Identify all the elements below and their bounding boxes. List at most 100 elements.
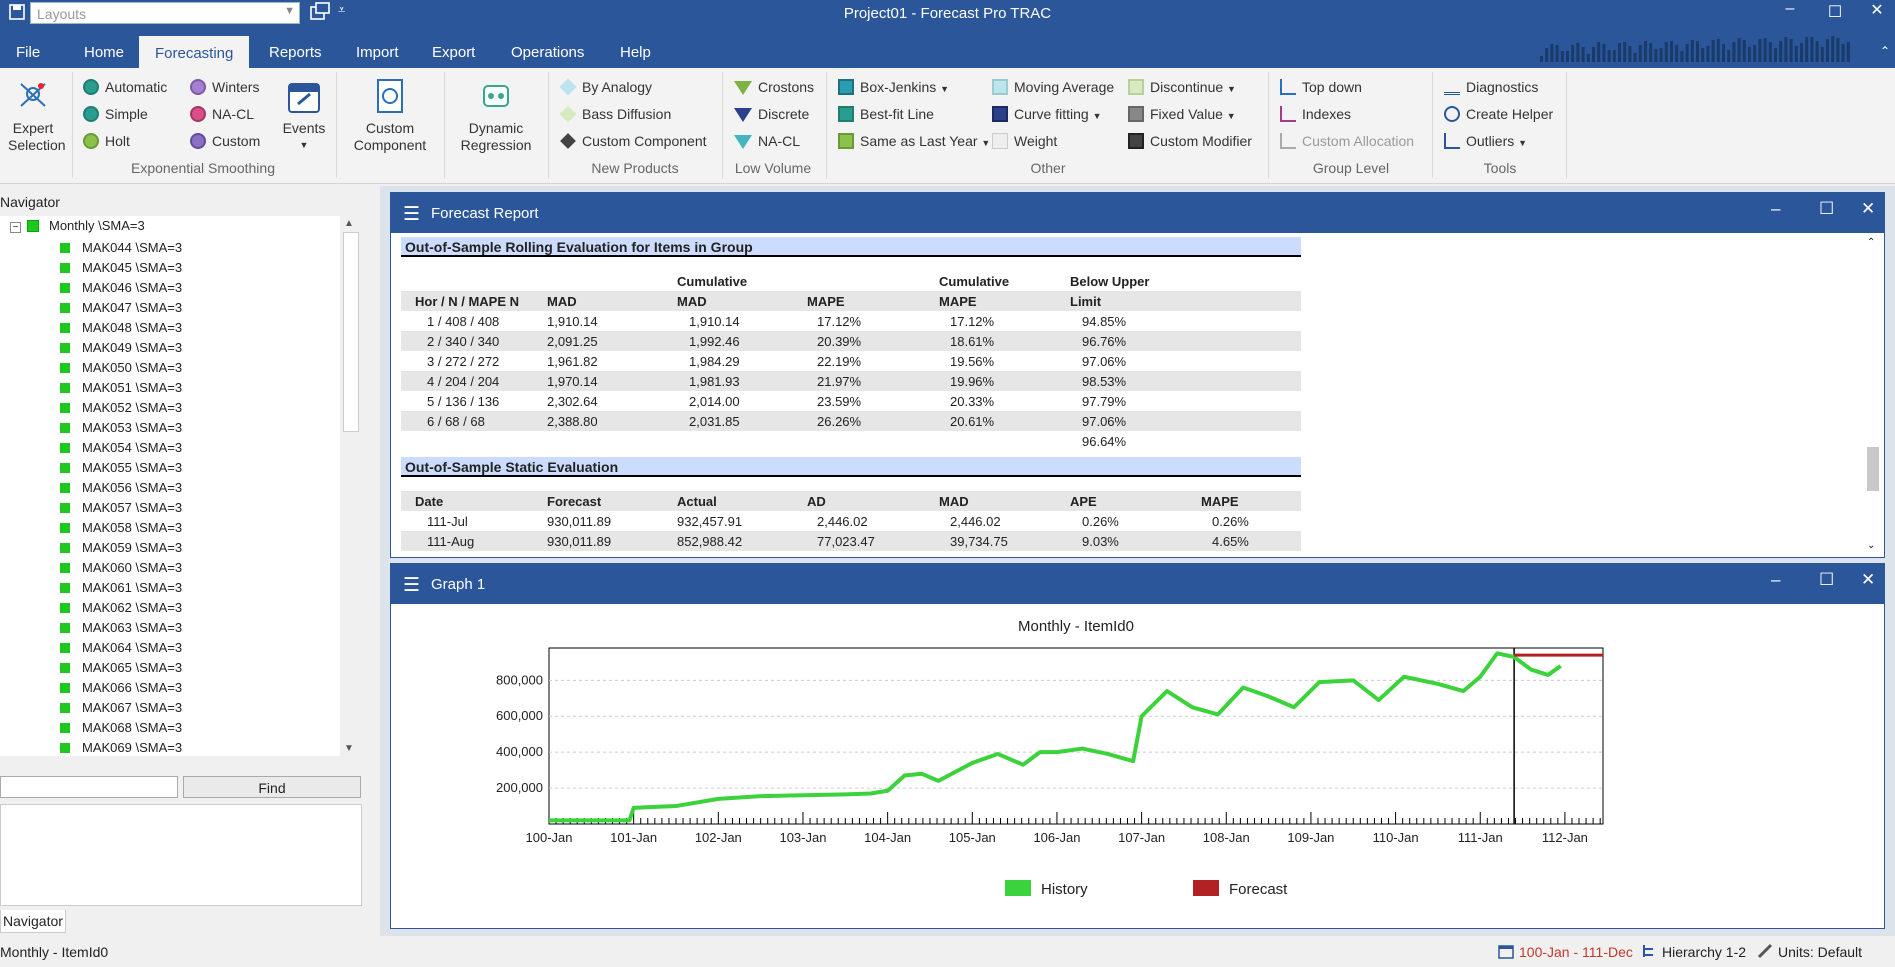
moving-average-button[interactable]: Moving Average — [992, 79, 1114, 95]
scroll-up-icon[interactable]: ▲ — [344, 218, 354, 229]
events-button[interactable]: Events ▼ — [280, 78, 328, 154]
simple-button[interactable]: Simple — [83, 106, 148, 122]
navigator-item[interactable]: MAK053 \SMA=3 — [60, 420, 182, 435]
by-analogy-button[interactable]: By Analogy — [559, 78, 652, 96]
navigator-item[interactable]: MAK048 \SMA=3 — [60, 320, 182, 335]
menu-export[interactable]: Export — [432, 44, 476, 61]
menu-import[interactable]: Import — [356, 44, 399, 61]
hierarchy-label[interactable]: Hierarchy 1-2 — [1662, 944, 1747, 960]
curve-fitting-button[interactable]: Curve fitting ▼ — [992, 106, 1102, 122]
menu-icon[interactable]: ☰ — [403, 204, 421, 225]
navigator-item[interactable]: MAK061 \SMA=3 — [60, 580, 182, 595]
minimize-button[interactable]: – — [1785, 0, 1795, 17]
navigator-item[interactable]: MAK062 \SMA=3 — [60, 600, 182, 615]
menu-help[interactable]: Help — [620, 44, 651, 61]
panel-minimize-icon[interactable]: – — [1771, 570, 1781, 589]
bass-diffusion-button[interactable]: Bass Diffusion — [559, 105, 671, 123]
navigator-item[interactable]: MAK047 \SMA=3 — [60, 300, 182, 315]
maximize-button[interactable]: ☐ — [1827, 4, 1843, 21]
navigator-scrollbar[interactable]: ▲ ▼ — [340, 216, 362, 756]
holt-button[interactable]: Holt — [83, 133, 130, 149]
navigator-item[interactable]: MAK051 \SMA=3 — [60, 380, 182, 395]
winters-button[interactable]: Winters — [190, 79, 259, 95]
automatic-button[interactable]: Automatic — [83, 79, 167, 95]
date-range[interactable]: 100-Jan - 111-Dec — [1519, 944, 1633, 960]
window-layout-icon[interactable] — [310, 2, 332, 27]
navigator-item[interactable]: MAK045 \SMA=3 — [60, 260, 182, 275]
report-scrollbar[interactable]: ⌃ ⌄ — [1861, 233, 1883, 557]
navigator-item[interactable]: MAK065 \SMA=3 — [60, 660, 182, 675]
dynamic-regression-button[interactable]: Dynamic Regression — [450, 78, 542, 154]
panel-close-icon[interactable]: ✕ — [1861, 570, 1876, 589]
weight-button[interactable]: Weight — [992, 133, 1057, 149]
tree-root[interactable]: − Monthly \SMA=3 — [10, 218, 145, 233]
navigator-item[interactable]: MAK049 \SMA=3 — [60, 340, 182, 355]
menu-forecasting[interactable]: Forecasting — [139, 36, 250, 68]
navigator-item[interactable]: MAK052 \SMA=3 — [60, 400, 182, 415]
diagnostics-button[interactable]: Diagnostics — [1444, 79, 1538, 95]
layouts-dropdown[interactable]: Layouts ▼ — [30, 2, 300, 24]
create-helper-button[interactable]: Create Helper — [1444, 106, 1553, 122]
best-fit-line-button[interactable]: Best-fit Line — [838, 106, 934, 122]
navigator-item[interactable]: MAK050 \SMA=3 — [60, 360, 182, 375]
scroll-down-icon[interactable]: ⌄ — [1867, 540, 1876, 551]
box-jenkins-button[interactable]: Box-Jenkins ▼ — [838, 79, 949, 95]
menu-file[interactable]: File — [16, 44, 41, 61]
new-product-custom-component-button[interactable]: Custom Component — [560, 133, 707, 149]
navigator-item[interactable]: MAK067 \SMA=3 — [60, 700, 182, 715]
navigator-item[interactable]: MAK063 \SMA=3 — [60, 620, 182, 635]
forecast-chart[interactable]: Monthly - ItemId0 200,000 400,000 600,000 80… — [391, 604, 1884, 928]
na-cl-button[interactable]: NA-CL — [190, 106, 254, 122]
navigator-item[interactable]: MAK056 \SMA=3 — [60, 480, 182, 495]
navigator-item[interactable]: MAK060 \SMA=3 — [60, 560, 182, 575]
panel-maximize-icon[interactable]: ☐ — [1819, 199, 1835, 218]
collapse-icon[interactable]: − — [10, 222, 21, 233]
panel-minimize-icon[interactable]: – — [1771, 199, 1781, 218]
navigator-tab[interactable]: Navigator — [0, 910, 66, 933]
scroll-thumb[interactable] — [1867, 447, 1879, 491]
outliers-button[interactable]: Outliers ▼ — [1444, 133, 1527, 149]
custom-allocation-button[interactable]: Custom Allocation — [1280, 133, 1414, 149]
close-button[interactable]: ✕ — [1870, 2, 1884, 19]
indexes-button[interactable]: Indexes — [1280, 106, 1351, 122]
navigator-item[interactable]: MAK046 \SMA=3 — [60, 280, 182, 295]
navigator-item[interactable]: MAK059 \SMA=3 — [60, 540, 182, 555]
units-label[interactable]: Units: Default — [1778, 944, 1863, 960]
customize-toolbar-icon[interactable]: ⩡ — [338, 2, 346, 17]
scroll-up-icon[interactable]: ⌃ — [1867, 237, 1876, 248]
menu-reports[interactable]: Reports — [269, 44, 322, 61]
find-input[interactable] — [0, 776, 178, 798]
menu-home[interactable]: Home — [84, 44, 125, 61]
discrete-button[interactable]: Discrete — [734, 106, 809, 122]
find-button[interactable]: Find — [183, 776, 361, 798]
crostons-button[interactable]: Crostons — [734, 79, 814, 95]
navigator-item[interactable]: MAK054 \SMA=3 — [60, 440, 182, 455]
discontinue-button[interactable]: Discontinue ▼ — [1128, 79, 1236, 95]
ribbon-collapse-icon[interactable]: ⌃ — [1880, 44, 1891, 58]
navigator-item[interactable]: MAK044 \SMA=3 — [60, 240, 182, 255]
navigator-tree[interactable]: − Monthly \SMA=3 MAK044 \SMA=3 MAK045 \SMA… — [0, 216, 340, 756]
custom-component-button[interactable]: Custom Component — [342, 78, 438, 154]
panel-close-icon[interactable]: ✕ — [1861, 199, 1876, 218]
low-volume-na-cl-button[interactable]: NA-CL — [734, 133, 800, 149]
expert-selection-button[interactable]: Expert Selection — [8, 78, 66, 154]
custom-modifier-button[interactable]: Custom Modifier — [1128, 133, 1252, 149]
navigator-item[interactable]: MAK066 \SMA=3 — [60, 680, 182, 695]
save-icon[interactable] — [8, 3, 26, 26]
navigator-item[interactable]: MAK055 \SMA=3 — [60, 460, 182, 475]
navigator-item[interactable]: MAK068 \SMA=3 — [60, 720, 182, 735]
top-down-button[interactable]: Top down — [1280, 79, 1362, 95]
navigator-item[interactable]: MAK057 \SMA=3 — [60, 500, 182, 515]
custom-button[interactable]: Custom — [190, 133, 260, 149]
fixed-value-button[interactable]: Fixed Value ▼ — [1128, 106, 1236, 122]
panel-maximize-icon[interactable]: ☐ — [1819, 570, 1835, 589]
menu-operations[interactable]: Operations — [511, 44, 585, 61]
navigator-item[interactable]: MAK058 \SMA=3 — [60, 520, 182, 535]
scroll-thumb[interactable] — [343, 232, 359, 432]
table-cell: 4 / 204 / 204 — [427, 374, 500, 389]
menu-icon[interactable]: ☰ — [403, 575, 421, 596]
navigator-item[interactable]: MAK069 \SMA=3 — [60, 740, 182, 755]
navigator-item[interactable]: MAK064 \SMA=3 — [60, 640, 182, 655]
scroll-down-icon[interactable]: ▼ — [344, 743, 354, 754]
same-as-last-year-button[interactable]: Same as Last Year ▼ — [838, 133, 990, 149]
